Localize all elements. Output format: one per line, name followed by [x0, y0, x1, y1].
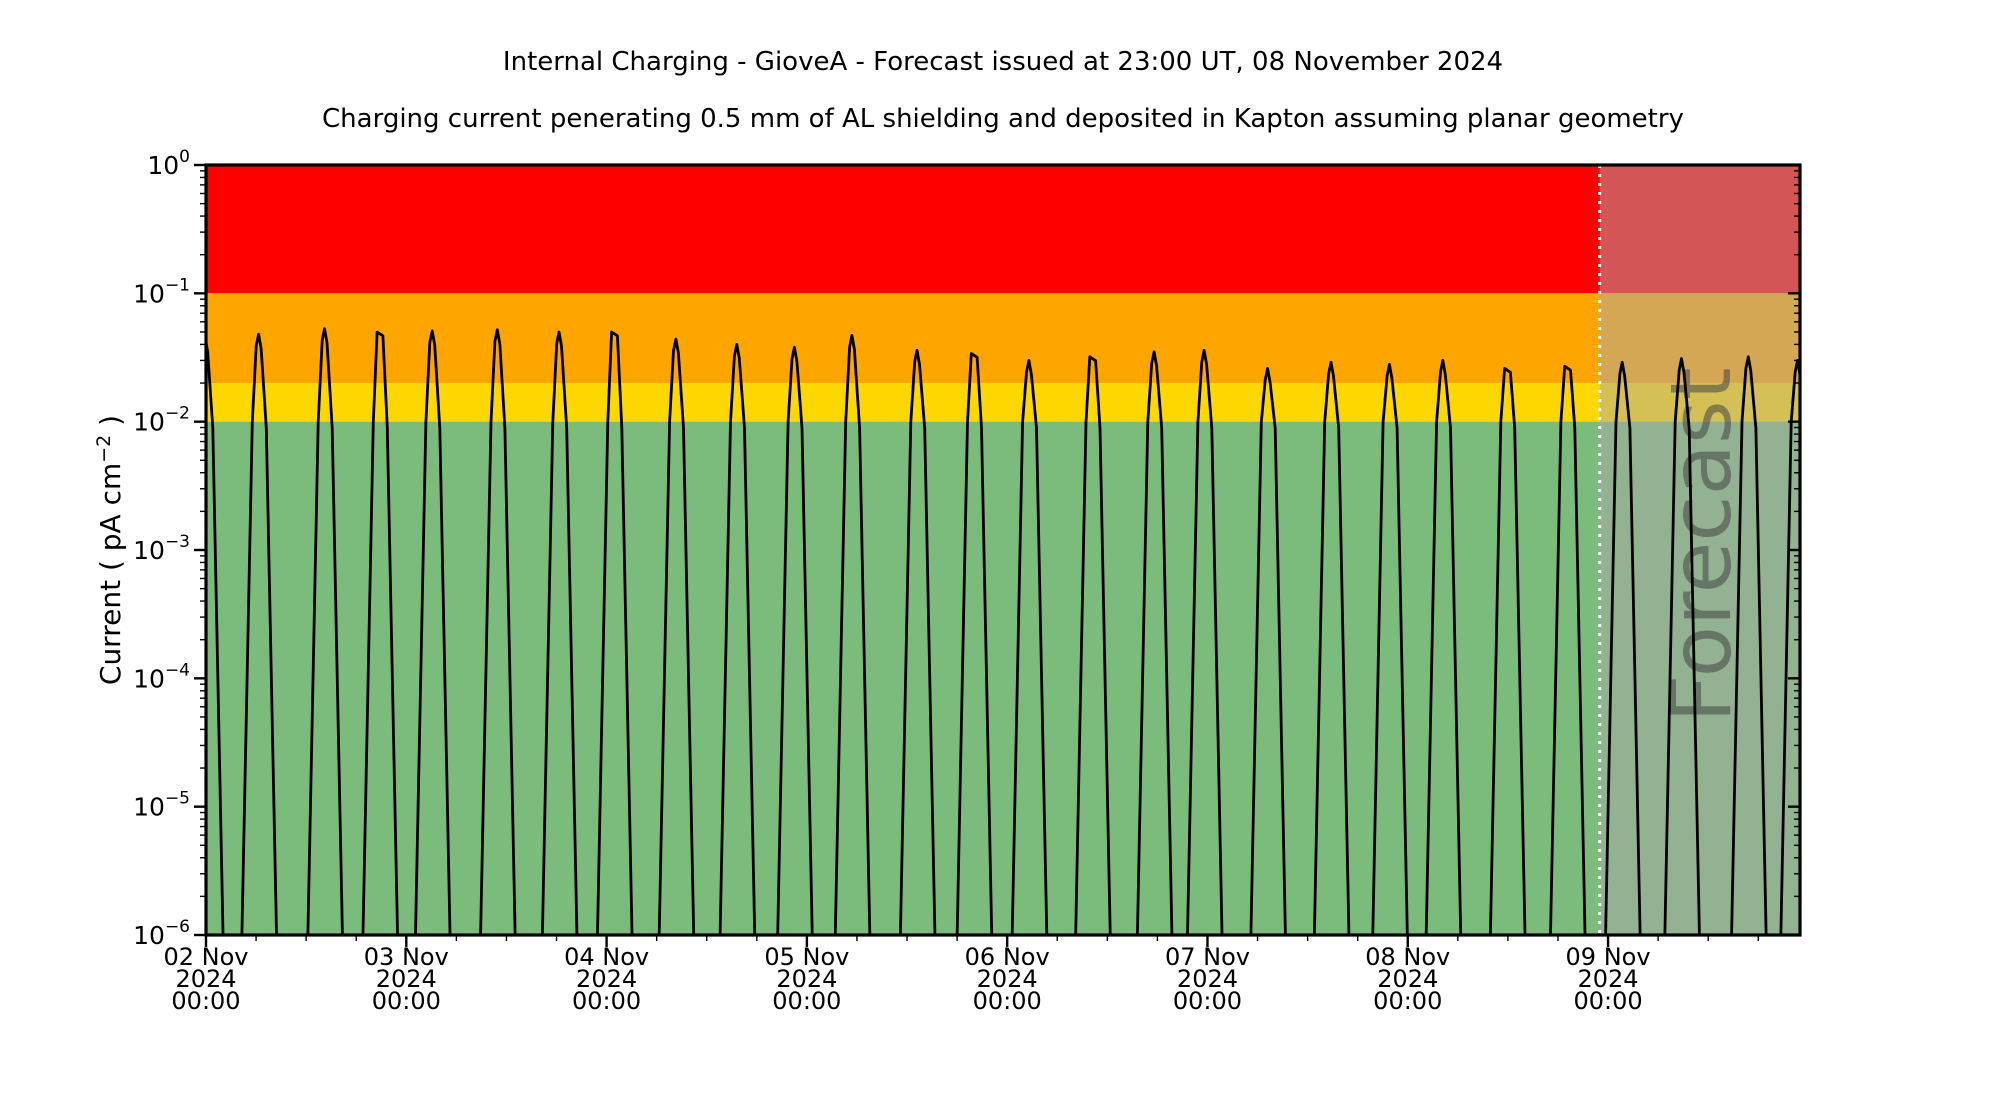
- x-tick-label: 06 Nov: [965, 943, 1050, 971]
- charging-current-curve: [206, 327, 1800, 935]
- x-tick-label: 2024: [1177, 965, 1238, 993]
- threshold-bands: [206, 165, 1800, 936]
- y-tick-label: 10−1: [133, 275, 190, 308]
- x-tick-label: 2024: [576, 965, 637, 993]
- y-axis-label: Current ( pA cm−2 ): [93, 415, 127, 685]
- x-tick-label: 09 Nov: [1566, 943, 1651, 971]
- x-tick-label: 00:00: [1373, 987, 1442, 1015]
- x-tick-label: 00:00: [372, 987, 441, 1015]
- band-yellow: [206, 383, 1800, 422]
- x-tick-label: 2024: [1578, 965, 1639, 993]
- x-tick-label: 2024: [175, 965, 236, 993]
- x-tick-label: 07 Nov: [1165, 943, 1250, 971]
- y-tick-label: 100: [147, 147, 190, 180]
- x-tick-label: 03 Nov: [364, 943, 449, 971]
- plot-frame: [204, 163, 1802, 937]
- band-green: [206, 421, 1800, 936]
- x-tick-label: 2024: [776, 965, 837, 993]
- x-tick-label: 02 Nov: [163, 943, 248, 971]
- x-tick-label: 00:00: [572, 987, 641, 1015]
- y-tick-label: 10−6: [133, 917, 190, 950]
- band-red: [206, 165, 1800, 294]
- y-tick-labels: 100 10−1 10−2 10−3 10−4 10−5 10−6: [133, 147, 190, 950]
- x-tick-label: 00:00: [1173, 987, 1242, 1015]
- x-tick-label: 00:00: [973, 987, 1042, 1015]
- y-tick-label: 10−3: [133, 532, 190, 565]
- x-tick-label: 00:00: [171, 987, 240, 1015]
- band-orange: [206, 293, 1800, 384]
- y-tick-label: 10−5: [133, 789, 190, 822]
- x-tick-label: 04 Nov: [564, 943, 649, 971]
- y-tick-label: 10−2: [133, 404, 190, 437]
- chart-subtitle: Charging current penerating 0.5 mm of AL…: [322, 104, 1684, 134]
- forecast-label: Forecast: [1652, 367, 1750, 722]
- x-tick-label: 2024: [977, 965, 1038, 993]
- x-tick-label: 00:00: [772, 987, 841, 1015]
- x-tick-label: 2024: [376, 965, 437, 993]
- y-tick-label: 10−4: [133, 660, 190, 693]
- x-tick-label: 08 Nov: [1365, 943, 1450, 971]
- chart-title: Internal Charging - GioveA - Forecast is…: [502, 47, 1504, 77]
- x-tick-label: 05 Nov: [764, 943, 849, 971]
- x-tick-label: 2024: [1377, 965, 1438, 993]
- x-tick-label: 00:00: [1573, 987, 1642, 1015]
